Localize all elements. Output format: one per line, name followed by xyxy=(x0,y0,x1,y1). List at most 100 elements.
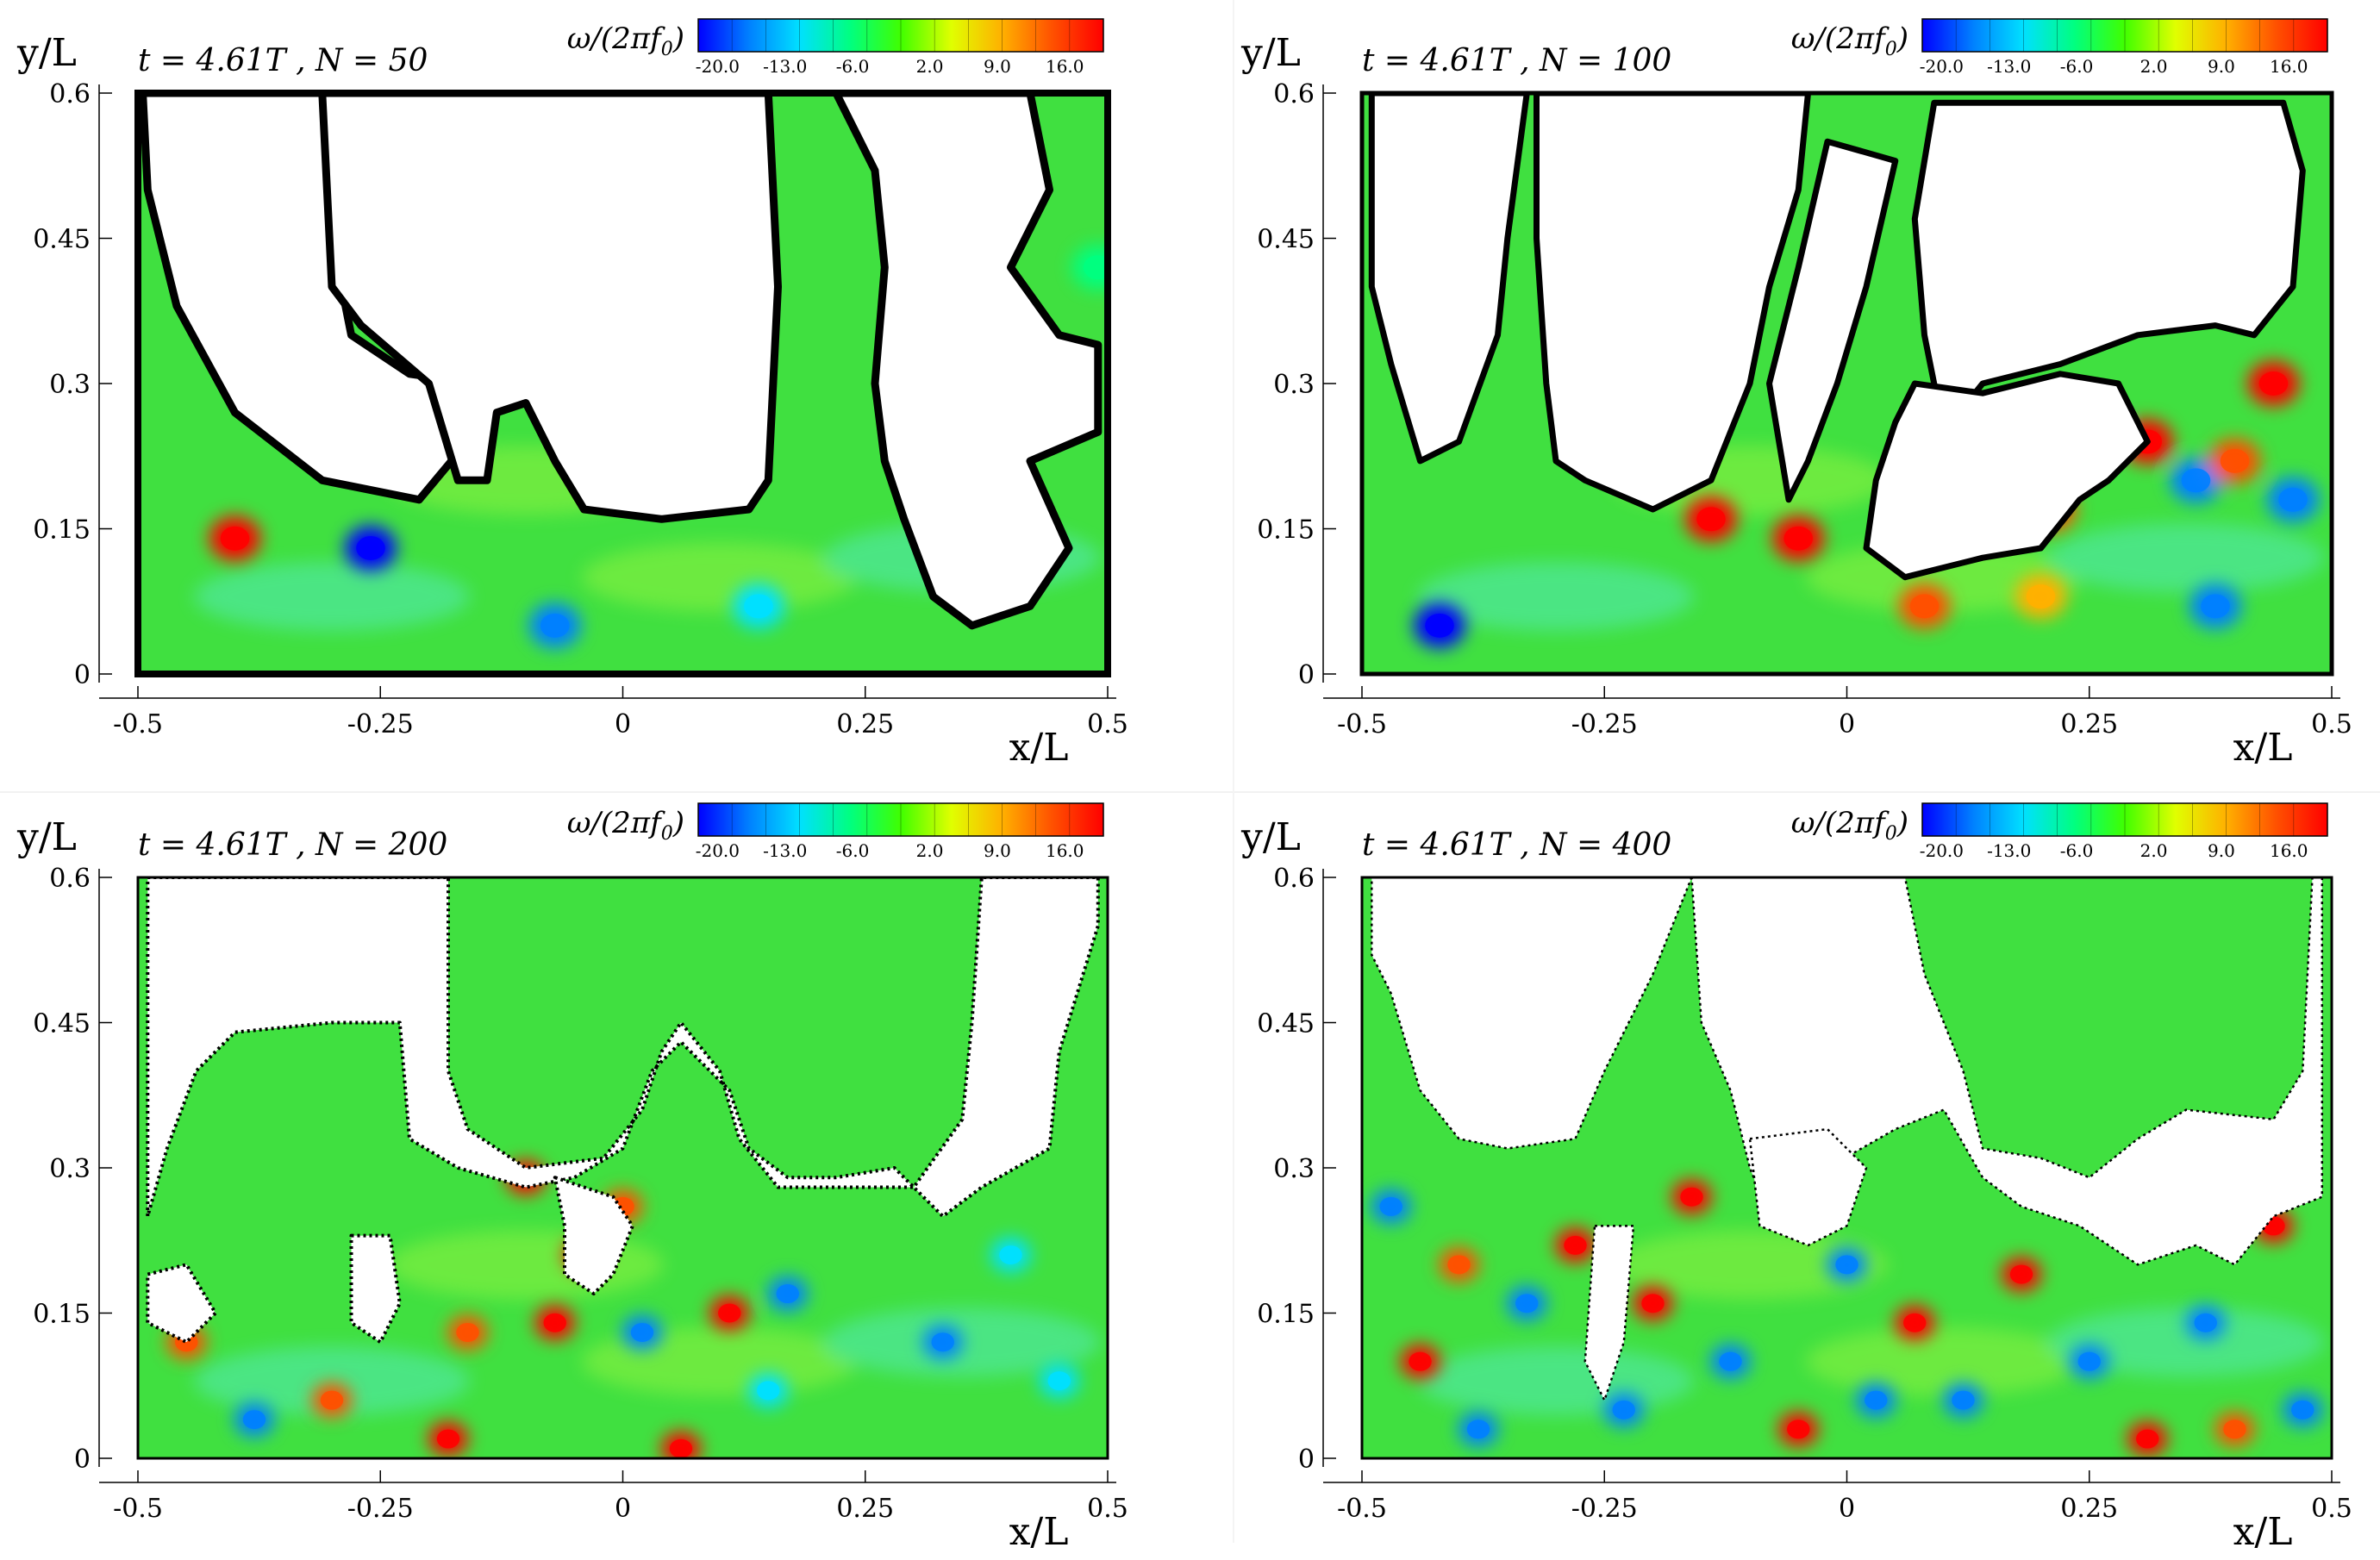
colorbar-label: ω/(2πf0) xyxy=(567,806,684,845)
vortex-core xyxy=(2077,1351,2101,1371)
vortex-core xyxy=(2026,584,2056,609)
y-tick-label: 0 xyxy=(1298,1445,1315,1475)
y-tick-label: 0.45 xyxy=(33,1009,91,1039)
x-tick-label: 0 xyxy=(615,1494,631,1524)
y-tick-label: 0.3 xyxy=(1273,370,1315,400)
y-tick-label: 0.3 xyxy=(49,1154,91,1184)
x-tick-label: 0.25 xyxy=(2060,1494,2118,1524)
colorbar-tick-label: 16.0 xyxy=(2270,56,2308,77)
x-axis-label: x/L xyxy=(2233,1510,2293,1554)
colorbar-tick-label: 16.0 xyxy=(1046,840,1084,861)
x-tick-label: -0.25 xyxy=(347,1494,414,1524)
chart-panel-n200: 0 0.15 0.3 0.45 0.6 -0.5 -0.25 0 0.25 0.5 x/L y/L t … xyxy=(0,784,1207,1560)
colorbar-tick-label: -13.0 xyxy=(763,56,807,77)
y-axis-label: y/L xyxy=(16,815,77,859)
x-tick-label: 0 xyxy=(1839,709,1855,739)
vortex-core xyxy=(1466,1420,1490,1439)
x-tick-label: 0.25 xyxy=(836,709,894,739)
vortex-core xyxy=(1515,1294,1539,1314)
vortex-core xyxy=(1719,1351,1742,1371)
vortex-core xyxy=(356,535,385,560)
interface-void-region xyxy=(1371,877,1693,1150)
x-tick-label: -0.25 xyxy=(1571,709,1638,739)
y-tick-label: 0.45 xyxy=(1257,1009,1315,1039)
x-axis-label: x/L xyxy=(1009,726,1069,770)
vortex-core xyxy=(1696,507,1726,532)
vortex-core xyxy=(320,1390,344,1410)
x-tick-label: -0.5 xyxy=(1337,709,1387,739)
y-axis-label: y/L xyxy=(1240,31,1301,75)
vorticity-streak xyxy=(2048,523,2325,593)
interface-void-region xyxy=(349,1233,402,1345)
colorbar-label: ω/(2πf0) xyxy=(1791,806,1908,845)
y-tick-label: 0.15 xyxy=(33,515,91,546)
vortex-core xyxy=(630,1322,654,1342)
vortex-core xyxy=(1447,1255,1471,1275)
colorbar-tick-label: 2.0 xyxy=(916,56,944,77)
x-tick-label: 0.5 xyxy=(2311,1494,2352,1524)
plot-frame xyxy=(1359,90,2334,677)
interface-void-region xyxy=(1911,99,2306,435)
interface-void-region xyxy=(1368,93,1530,465)
chart-panel-n400: 0 0.15 0.3 0.45 0.6 -0.5 -0.25 0 0.25 0.5 x/L y/L t … xyxy=(1224,784,2380,1560)
colorbar-label: ω/(2πf0) xyxy=(1791,22,1908,60)
vortex-core xyxy=(2181,468,2211,493)
colorbar-tick-label: -6.0 xyxy=(836,56,870,77)
vorticity-streak xyxy=(2048,1307,2325,1377)
interface-void-region xyxy=(1863,371,2151,581)
vortex-core xyxy=(931,1332,954,1352)
colorbar-tick-label: 2.0 xyxy=(2140,840,2168,861)
vortex-core xyxy=(1909,594,1940,619)
vortex-core xyxy=(1903,1313,1927,1332)
vortex-core xyxy=(242,1410,266,1430)
vortex-core xyxy=(1425,613,1454,638)
vortex-core xyxy=(456,1322,479,1342)
y-tick-label: 0.15 xyxy=(1257,515,1315,546)
vorticity-streak xyxy=(1806,542,2082,612)
colorbar-tick-label: -20.0 xyxy=(1920,840,1964,861)
colorbar-tick-label: 9.0 xyxy=(984,840,1011,861)
x-tick-label: 0 xyxy=(1839,1494,1855,1524)
vortex-core xyxy=(2278,487,2308,512)
vorticity-heatmap-svg: 0 0.15 0.3 0.45 0.6 -0.5 -0.25 0 0.25 0.5 x/L y/L t … xyxy=(1240,802,2352,1554)
vortex-core xyxy=(999,1245,1022,1265)
y-tick-label: 0 xyxy=(74,660,91,690)
colorbar-tick-label: 9.0 xyxy=(2208,56,2235,77)
interface-void-region xyxy=(553,1176,634,1295)
y-tick-label: 0.6 xyxy=(1273,864,1315,894)
x-tick-label: -0.25 xyxy=(1571,1494,1638,1524)
vortex-core xyxy=(2136,1429,2159,1449)
plot-frame xyxy=(134,90,1111,677)
panel-title: t = 4.61T , N = 400 xyxy=(1362,827,1671,863)
colorbar-tick-label: 9.0 xyxy=(2208,840,2235,861)
panel-separator-vertical xyxy=(1233,0,1234,1543)
vortex-core xyxy=(1680,1187,1703,1207)
colorbar-tick-label: -6.0 xyxy=(2060,840,2094,861)
vortex-core xyxy=(1783,526,1814,551)
vortex-core xyxy=(1564,1235,1587,1255)
vortex-core xyxy=(669,1438,693,1458)
x-tick-label: 0 xyxy=(615,709,631,739)
colorbar-tick-label: -13.0 xyxy=(763,840,807,861)
vortex-core xyxy=(1409,1351,1432,1371)
vortex-core xyxy=(757,1381,780,1401)
vortex-core xyxy=(2223,1420,2246,1439)
colorbar-tick-label: 2.0 xyxy=(916,840,944,861)
y-tick-label: 0 xyxy=(74,1445,91,1475)
colorbar-tick-label: 16.0 xyxy=(2270,840,2308,861)
vortex-core xyxy=(776,1284,799,1304)
x-tick-label: 0.5 xyxy=(2311,709,2352,739)
colorbar-tick-label: 16.0 xyxy=(1046,56,1084,77)
x-tick-label: -0.25 xyxy=(347,709,414,739)
x-tick-label: -0.5 xyxy=(113,1494,163,1524)
colorbar-tick-label: -20.0 xyxy=(1920,56,1964,77)
interface-void-region xyxy=(146,877,1100,1219)
vortex-core xyxy=(1612,1400,1635,1420)
y-tick-label: 0.6 xyxy=(49,864,91,894)
y-tick-label: 0.15 xyxy=(1257,1300,1315,1330)
panel-title: t = 4.61T , N = 50 xyxy=(138,43,428,78)
plot-frame xyxy=(136,876,1109,1460)
colorbar-tick-label: 2.0 xyxy=(2140,56,2168,77)
colorbar-tick-label: -20.0 xyxy=(696,840,740,861)
vortex-core xyxy=(543,1313,566,1332)
